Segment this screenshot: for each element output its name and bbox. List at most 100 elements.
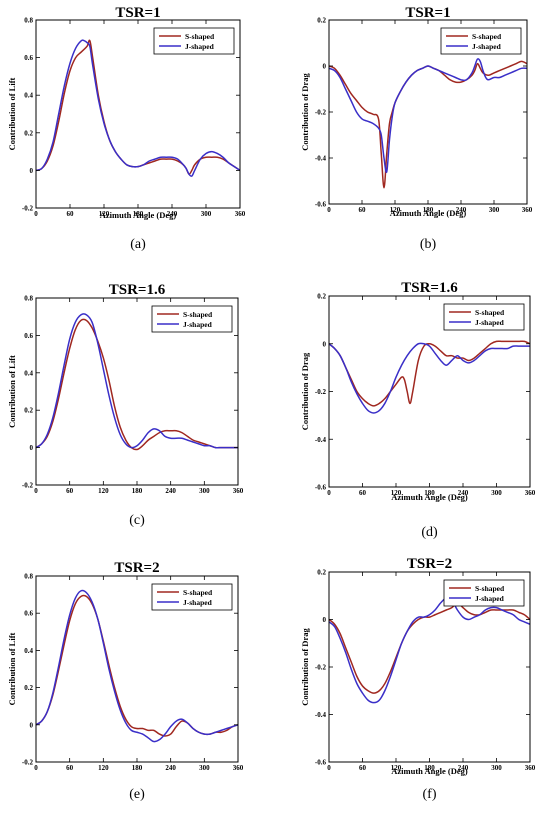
series-line-j-shaped [329,59,527,172]
y-tick-label: -0.2 [22,482,34,490]
series-line-j-shaped [36,40,240,176]
x-tick-label: 120 [98,487,109,495]
chart-title: TSR=1.6 [401,280,458,296]
chart-title: TSR=1 [405,5,450,21]
y-tick-label: 0.4 [24,369,33,377]
y-tick-label: 0.6 [24,54,33,62]
legend-entry: J-shaped [183,320,213,329]
legend-entry: S-shaped [472,32,502,41]
legend-entry: S-shaped [183,310,213,319]
x-tick-label: 0 [34,764,38,772]
x-tick-label: 360 [525,489,536,497]
x-tick-label: 360 [525,764,536,772]
y-tick-label: 0.4 [24,647,33,655]
y-tick-label: 0.8 [24,17,33,25]
x-tick-label: 300 [491,764,502,772]
series-line-s-shaped [36,319,238,449]
y-tick-label: 0.6 [24,610,33,618]
x-tick-label: 360 [522,206,533,214]
legend-entry: S-shaped [475,584,505,593]
y-tick-label: 0.2 [24,684,33,692]
legend-entry: J-shaped [472,42,502,51]
x-tick-label: 360 [233,487,244,495]
chart-panel-2: TSR=1 0 60 120 180 240 300 360 -0.6 -0.4 -0.2 0 0.2 A… [300,5,533,252]
y-tick-label: -0.2 [315,664,327,672]
x-tick-label: 360 [233,764,244,772]
x-axis-label: Azimuth Angle (Deg) [391,492,468,502]
legend-entry: S-shaped [185,32,215,41]
legend-entry: S-shaped [183,588,213,597]
legend-entry: S-shaped [475,308,505,317]
series-line-s-shaped [36,596,238,736]
x-tick-label: 300 [489,206,500,214]
y-tick-label: 0 [323,340,327,348]
y-tick-label: 0.2 [317,293,326,301]
series-line-s-shaped [329,61,527,187]
chart-panel-6: TSR=2 0 60 120 180 240 300 360 -0.6 -0.4 -0.2 0 0.2 A… [300,556,536,802]
panel-label: (e) [129,787,145,802]
panel-label: (a) [130,237,146,252]
y-tick-label: 0.6 [24,332,33,340]
x-axis-label: Azimuth Angle (Deg) [100,210,177,220]
y-axis-label: Contribution of Lift [7,632,17,705]
series-line-j-shaped [329,598,530,703]
y-tick-label: -0.6 [315,201,327,209]
y-tick-label: 0.8 [24,573,33,581]
y-tick-label: 0 [30,721,34,729]
x-tick-label: 360 [235,210,246,218]
chart-title: TSR=2 [407,556,452,572]
chart-panel-3: TSR=1.60 60 120 180 240 300 360-0.200.20.40.60… [7,282,244,528]
x-axis-label: Azimuth Angle (Deg) [390,208,467,218]
y-tick-label: -0.2 [315,388,327,396]
chart-panel-5: TSR=20 60 120 180 240 300 360-0.200.20.40.60.8… [7,560,244,802]
chart-title: TSR=1.6 [109,282,166,298]
x-tick-label: 180 [132,764,143,772]
x-tick-label: 60 [66,487,74,495]
y-tick-label: -0.2 [22,205,34,213]
y-tick-label: 0.2 [317,17,326,25]
series-line-j-shaped [329,343,530,413]
y-axis-label: Contribution of Lift [7,355,17,428]
y-axis-label: Contribution of Drag [300,352,310,430]
y-tick-label: 0.2 [317,569,326,577]
x-tick-label: 60 [359,206,367,214]
x-axis-label: Azimuth Angle (Deg) [391,766,468,776]
y-tick-label: 0.8 [24,295,33,303]
y-tick-label: -0.4 [315,711,327,719]
y-axis-label: Contribution of Lift [7,77,17,150]
x-tick-label: 60 [359,489,367,497]
legend-entry: J-shaped [475,594,505,603]
y-tick-label: 0.2 [24,129,33,137]
legend-entry: J-shaped [183,598,213,607]
y-tick-label: 0.2 [24,407,33,415]
y-tick-label: -0.2 [315,109,327,117]
y-tick-label: 0 [323,616,327,624]
legend-entry: J-shaped [475,318,505,327]
chart-title: TSR=2 [114,560,159,576]
x-tick-label: 60 [67,210,75,218]
x-tick-label: 60 [359,764,367,772]
y-tick-label: -0.2 [22,759,34,767]
x-tick-label: 180 [132,487,143,495]
x-tick-label: 300 [201,210,212,218]
y-tick-label: -0.4 [315,436,327,444]
y-axis-label: Contribution of Drag [300,73,310,151]
x-tick-label: 0 [327,206,331,214]
x-tick-label: 0 [327,489,331,497]
x-tick-label: 240 [165,487,176,495]
x-tick-label: 300 [199,764,210,772]
y-tick-label: -0.6 [315,759,327,767]
y-tick-label: -0.6 [315,484,327,492]
chart-title: TSR=1 [115,5,160,21]
y-tick-label: -0.4 [315,155,327,163]
series-line-s-shaped [329,341,530,406]
chart-panel-4: TSR=1.6 0 60 120 180 240 300 360 -0.6 -0.4 -0.2 0 0.… [300,280,536,540]
x-tick-label: 0 [34,487,38,495]
panel-label: (d) [421,525,438,540]
x-tick-label: 300 [199,487,210,495]
x-tick-label: 240 [165,764,176,772]
x-tick-label: 120 [98,764,109,772]
y-tick-label: 0 [323,63,327,71]
series-line-s-shaped [329,603,530,693]
